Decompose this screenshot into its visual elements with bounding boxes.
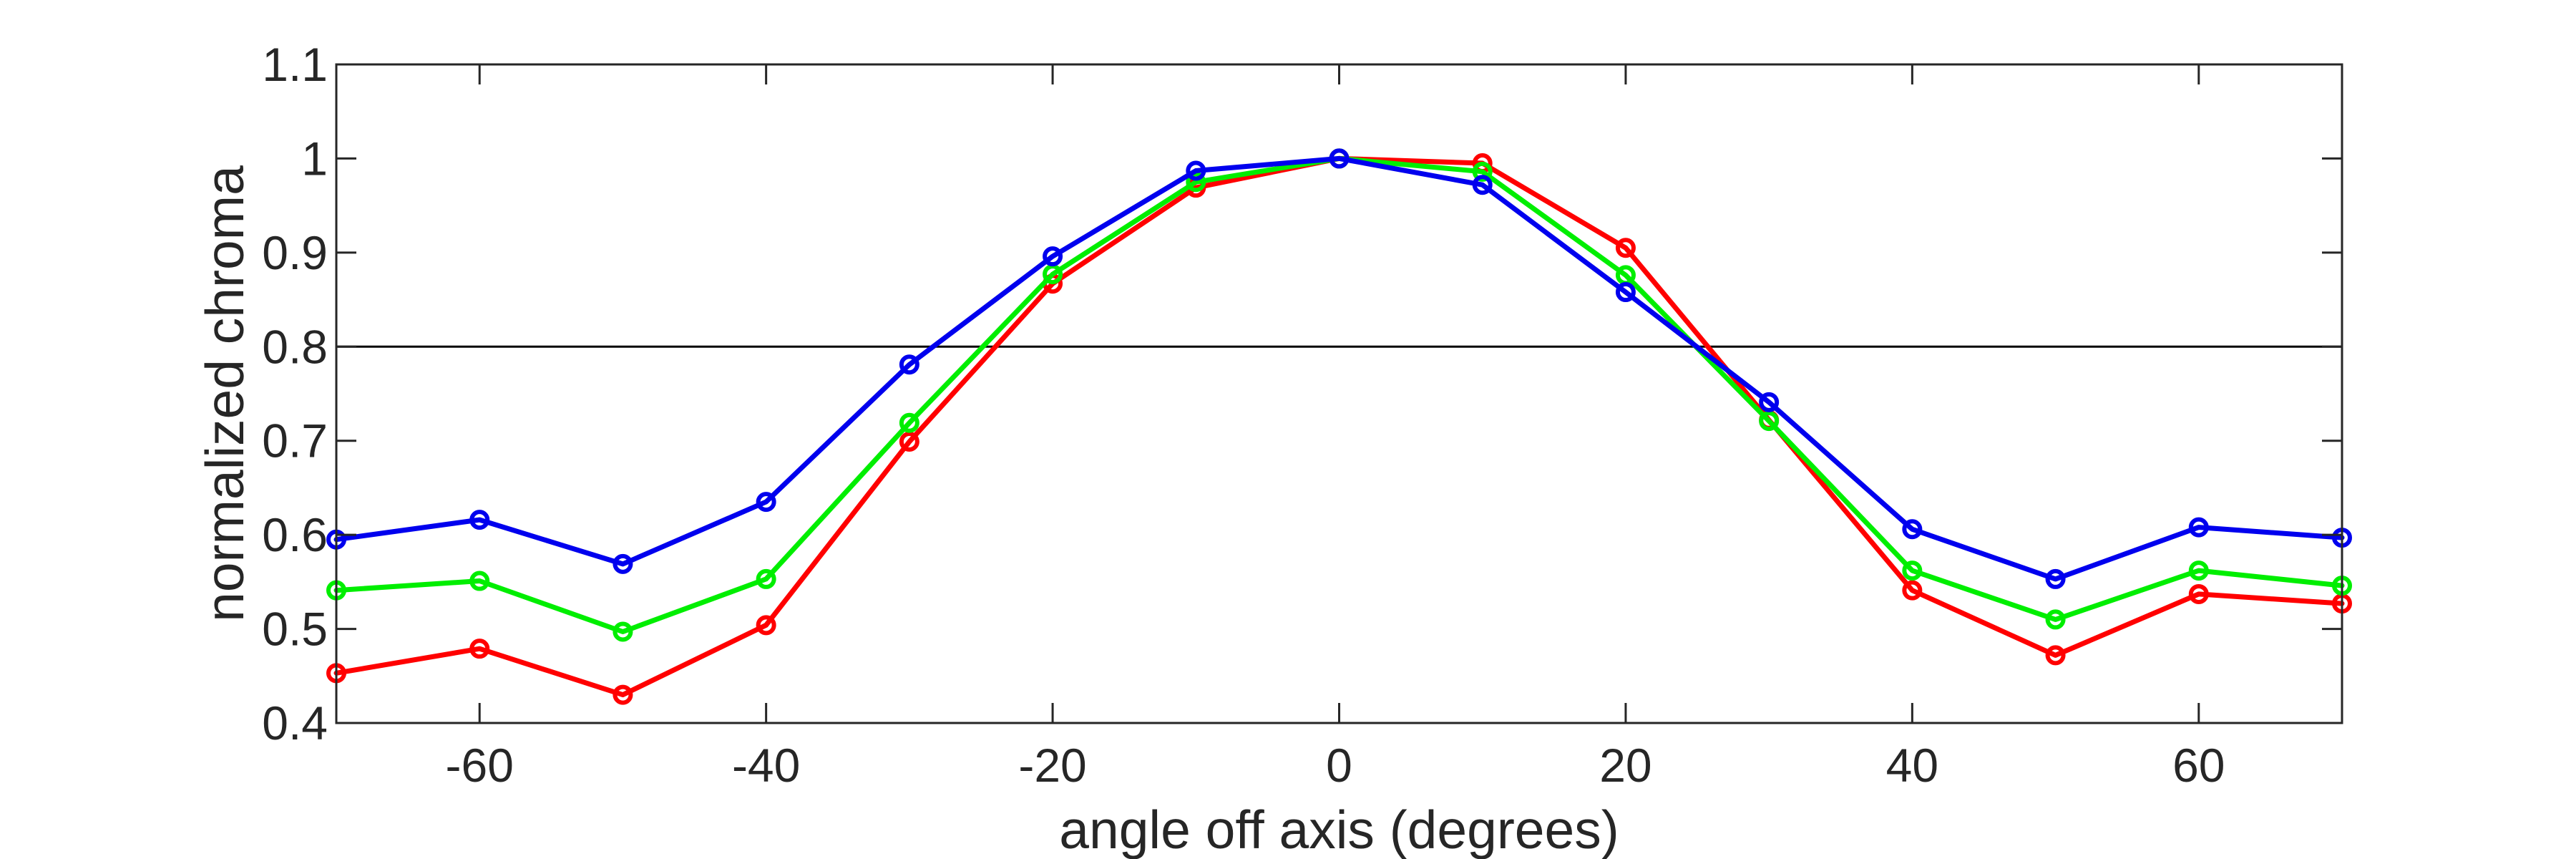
x-tick-label: 60	[2172, 739, 2225, 792]
y-tick-label: 0.6	[262, 508, 328, 561]
data-point	[2045, 609, 2066, 630]
data-point	[756, 615, 776, 636]
data-point	[756, 492, 776, 513]
data-point	[756, 568, 776, 589]
x-tick-label: 0	[1326, 739, 1352, 792]
data-point	[1902, 560, 1923, 581]
data-point	[2188, 560, 2209, 581]
y-tick-label: 0.5	[262, 603, 328, 656]
data-point	[1759, 392, 1780, 412]
data-point	[899, 412, 919, 433]
data-point	[613, 621, 633, 642]
data-point	[1615, 282, 1636, 303]
data-point	[2045, 568, 2066, 589]
data-point	[899, 354, 919, 375]
data-point	[899, 432, 919, 452]
x-axis-label: angle off axis (degrees)	[1059, 800, 1619, 859]
data-point	[613, 553, 633, 574]
data-point	[613, 684, 633, 705]
y-tick-label: 0.8	[262, 320, 328, 373]
data-point	[2045, 645, 2066, 666]
data-point	[2188, 517, 2209, 538]
y-tick-label: 1	[301, 132, 328, 185]
y-tick-label: 1.1	[262, 38, 328, 91]
y-axis-label: normalized chroma	[195, 165, 255, 622]
y-tick-label: 0.7	[262, 414, 328, 467]
y-tick-label: 0.4	[262, 697, 328, 749]
data-point	[1472, 175, 1493, 195]
x-tick-label: 40	[1886, 739, 1938, 792]
data-point	[1759, 411, 1780, 432]
data-point	[1902, 580, 1923, 601]
data-point	[1472, 161, 1493, 182]
y-tick-label: 0.9	[262, 226, 328, 279]
series-layer	[326, 148, 2352, 705]
x-tick-label: -40	[732, 739, 800, 792]
data-point	[1186, 160, 1206, 181]
data-point	[1615, 238, 1636, 258]
tick-layer: -60 -40 -20 0 20 40 60 0.4 0.5 0.6 0.7 0.8 0.9 1 1.1	[262, 38, 2342, 792]
data-point	[1329, 148, 1350, 169]
data-point	[2188, 583, 2209, 604]
data-point	[469, 571, 490, 591]
data-point	[1186, 172, 1206, 193]
series-line	[333, 155, 2345, 582]
data-point	[1043, 246, 1063, 267]
data-point	[1902, 519, 1923, 540]
data-point	[469, 639, 490, 659]
x-tick-label: -60	[446, 739, 514, 792]
x-tick-label: 20	[1599, 739, 1652, 792]
series-3	[326, 148, 2352, 589]
x-tick-label: -20	[1018, 739, 1086, 792]
data-point	[469, 510, 490, 530]
